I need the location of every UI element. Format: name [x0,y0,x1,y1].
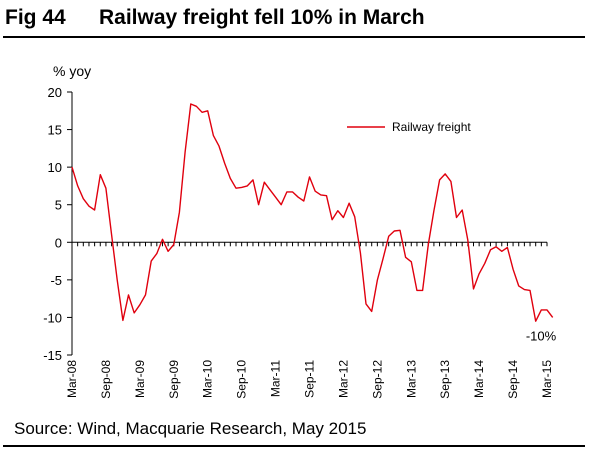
x-tick-label: Mar-11 [269,360,283,397]
header-rule [3,36,585,38]
series-line-railway-freight [71,103,554,322]
x-tick-label: Sep-12 [370,360,384,399]
footer-rule [3,445,585,447]
y-tick-label: 5 [55,198,62,213]
y-axis-label: % yoy [53,63,91,79]
source-note: Source: Wind, Macquarie Research, May 20… [14,419,367,438]
y-tick-label: -10 [43,310,62,325]
x-tick-label: Sep-13 [438,360,452,399]
y-tick-label: 10 [48,160,62,175]
legend-label: Railway freight [392,120,471,134]
x-tick-label: Mar-10 [201,360,215,398]
x-tick-label: Mar-12 [336,360,350,398]
y-tick-label: -5 [50,273,62,288]
figure-number: Fig 44 [5,6,66,29]
y-tick-label: 0 [55,235,62,250]
x-tick-label: Sep-08 [99,360,113,399]
x-tick-label: Mar-09 [133,360,147,398]
y-tick-label: 15 [48,123,62,138]
x-tick-label: Sep-10 [235,360,249,399]
annotation-label: -10% [526,328,557,343]
y-tick-label: -15 [43,348,62,363]
x-tick-label: Sep-11 [303,360,317,398]
x-tick-label: Sep-14 [506,360,520,399]
x-tick-label: Sep-09 [167,360,181,399]
chart-title: Railway freight fell 10% in March [99,6,425,29]
y-tick-label: 20 [48,85,62,100]
x-tick-label: Mar-15 [540,360,554,398]
x-tick-label: Mar-14 [472,360,486,398]
x-tick-label: Mar-13 [404,360,418,398]
figure-header: Fig 44 Railway freight fell 10% in March [0,0,585,40]
x-tick-label: Mar-08 [65,360,79,398]
